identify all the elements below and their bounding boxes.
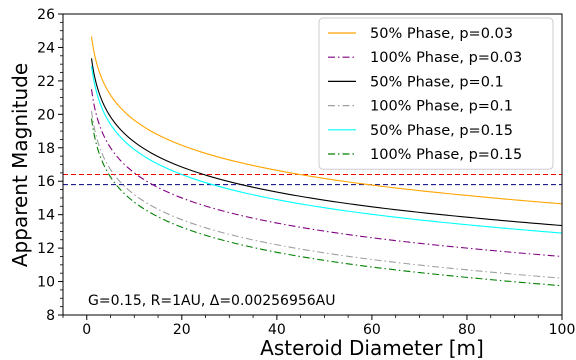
x-tick-label: 80 [458,322,476,338]
series-line-6 [90,118,563,287]
legend-label: 50% Phase, p=0.15 [370,123,513,139]
y-tick-label: 24 [37,40,55,56]
legend-box [318,17,554,170]
y-tick-label: 26 [37,7,55,23]
legend: 50% Phase, p=0.03 100% Phase, p=0.03 50% P… [318,17,554,170]
legend-label: 50% Phase, p=0.1 [370,74,504,90]
series-line-4 [90,110,563,279]
y-tick-label: 22 [37,74,55,90]
legend-label: 100% Phase, p=0.1 [370,99,513,115]
legend-label: 100% Phase, p=0.15 [370,147,522,163]
series-line-1 [90,36,563,205]
x-tick-label: 0 [82,322,91,338]
series-line-2 [90,89,563,258]
legend-label: 100% Phase, p=0.03 [370,50,522,66]
axes: 0 20 40 60 80 100 8 10 12 14 16 18 20 22 24 26 [37,7,575,338]
series-line-3 [90,58,563,227]
x-tick-label: 100 [549,322,576,338]
legend-label: 50% Phase, p=0.03 [370,26,513,42]
y-tick-label: 12 [37,241,55,257]
y-tick-label: 8 [46,308,55,324]
y-tick-label: 10 [37,275,55,291]
y-tick-label: 18 [37,141,55,157]
annotation-text: G=0.15, R=1AU, Δ=0.00256956AU [88,293,336,309]
series-line-5 [90,65,563,234]
y-tick-label: 16 [37,174,55,190]
x-tick-label: 60 [363,322,381,338]
y-tick-label: 14 [37,208,55,224]
series-curves [90,36,563,287]
x-axis-title: Asteroid Diameter [m] [260,336,484,360]
y-axis-title: Apparent Magnitude [8,63,32,267]
x-tick-label: 40 [268,322,286,338]
x-tick-label: 20 [173,322,191,338]
reference-lines [63,174,562,186]
y-tick-label: 20 [37,107,55,123]
